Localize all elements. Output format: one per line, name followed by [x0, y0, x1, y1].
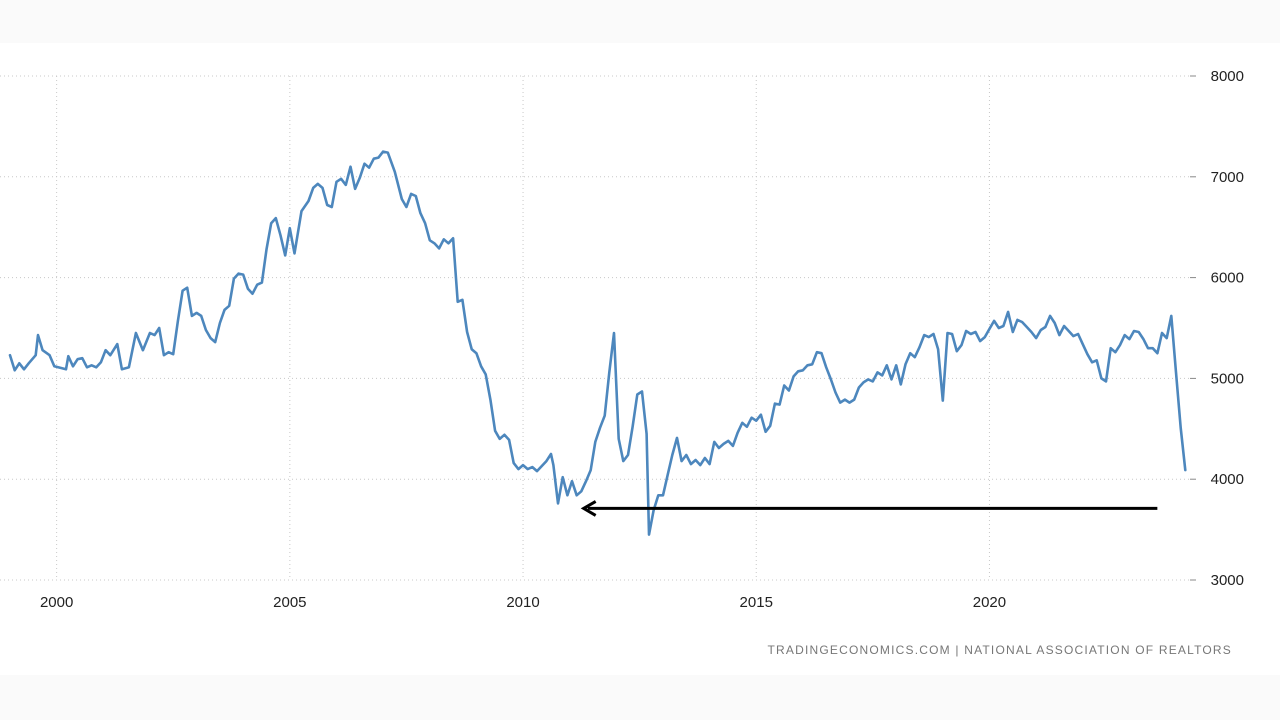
y-tick-label: 8000: [1211, 68, 1244, 85]
arrow-head: [580, 500, 597, 517]
chart-panel: [0, 43, 1280, 675]
x-tick-label: 2010: [506, 594, 539, 611]
y-tick-label: 4000: [1211, 471, 1244, 488]
source-credit: TRADINGECONOMICS.COM | NATIONAL ASSOCIAT…: [768, 643, 1233, 657]
x-tick-label: 2015: [740, 594, 773, 611]
annotation-layer: [580, 500, 1158, 517]
grid: [0, 75, 1190, 581]
y-tick-label: 5000: [1211, 370, 1244, 387]
x-tick-label: 2020: [973, 594, 1006, 611]
x-tick-label: 2000: [40, 594, 73, 611]
x-tick-label: 2005: [273, 594, 306, 611]
y-tick-label: 6000: [1211, 270, 1244, 287]
y-axis: 3000 4000 5000 6000 7000 8000: [1190, 68, 1244, 589]
series-layer: [8, 150, 1187, 536]
y-tick-label: 7000: [1211, 169, 1244, 186]
series-line: [8, 150, 1187, 536]
y-tick-label: 3000: [1211, 572, 1244, 589]
x-axis: 2000 2005 2010 2015 2020: [40, 594, 1006, 611]
